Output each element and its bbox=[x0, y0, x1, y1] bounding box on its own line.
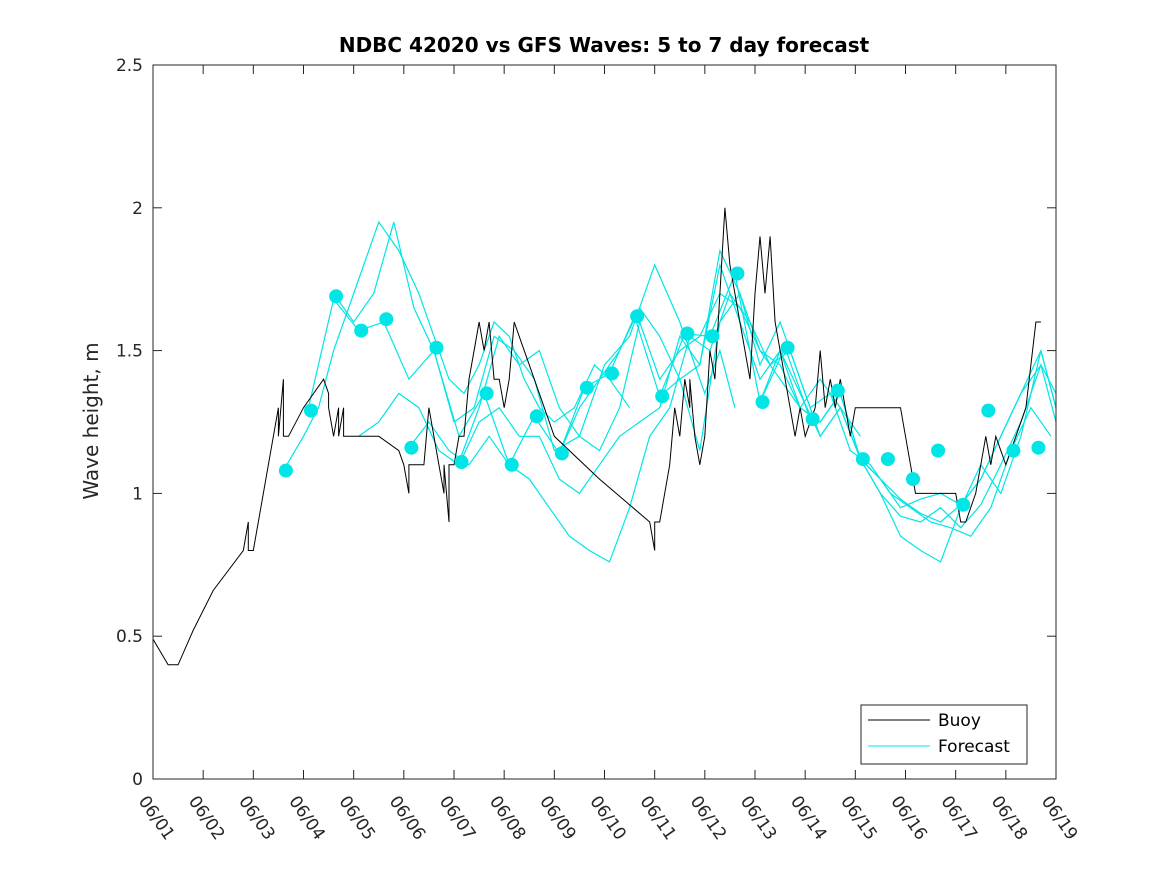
forecast-marker bbox=[680, 326, 695, 341]
legend-forecast-label: Forecast bbox=[938, 737, 1010, 757]
forecast-marker bbox=[529, 409, 544, 424]
y-tick-label: 2.5 bbox=[116, 56, 143, 76]
forecast-marker bbox=[404, 440, 419, 455]
y-tick-label: 1.5 bbox=[116, 342, 143, 362]
forecast-marker bbox=[1031, 440, 1046, 455]
buoy-line bbox=[153, 207, 1041, 666]
forecast-marker bbox=[354, 323, 369, 338]
forecast-marker bbox=[981, 403, 996, 418]
forecast-line-3 bbox=[333, 221, 736, 452]
y-axis: 0 0.5 1 1.5 2 2.5 bbox=[116, 56, 1056, 790]
forecast-marker bbox=[906, 472, 920, 487]
forecast-line-6 bbox=[458, 292, 1056, 529]
forecast-marker bbox=[278, 463, 293, 478]
forecast-marker bbox=[479, 386, 494, 401]
chart-title: NDBC 42020 vs GFS Waves: 5 to 7 day fore… bbox=[339, 33, 870, 57]
y-tick-label: 0 bbox=[132, 770, 143, 790]
y-axis-label: Wave height, m bbox=[79, 342, 103, 499]
legend: Buoy Forecast bbox=[860, 704, 1028, 765]
forecast-marker bbox=[805, 412, 820, 427]
buoy-series bbox=[153, 207, 1041, 666]
forecast-line-1 bbox=[282, 220, 631, 471]
forecast-marker bbox=[931, 443, 946, 458]
forecast-marker bbox=[579, 380, 594, 395]
forecast-marker bbox=[304, 403, 318, 418]
forecast-marker bbox=[329, 289, 344, 304]
forecast-marker bbox=[830, 383, 845, 398]
legend-buoy-label: Buoy bbox=[938, 711, 981, 731]
forecast-marker bbox=[755, 395, 770, 409]
forecast-marker bbox=[429, 340, 444, 355]
forecast-marker bbox=[780, 340, 795, 355]
y-tick-label: 0.5 bbox=[116, 627, 143, 647]
forecast-marker bbox=[554, 446, 569, 461]
forecast-marker bbox=[630, 309, 645, 324]
forecast-marker bbox=[880, 452, 895, 467]
forecast-line-4 bbox=[358, 248, 861, 495]
forecast-marker bbox=[855, 452, 870, 467]
forecast-marker bbox=[956, 497, 971, 512]
forecast-marker bbox=[504, 457, 519, 472]
forecast-marker bbox=[655, 389, 670, 404]
forecast-marker bbox=[730, 266, 745, 281]
forecast-markers bbox=[278, 266, 1046, 512]
forecast-marker bbox=[1006, 443, 1021, 458]
forecast-marker bbox=[605, 366, 619, 381]
legend-box bbox=[860, 704, 1028, 765]
y-tick-label: 1 bbox=[132, 484, 143, 504]
y-tick-label: 2 bbox=[132, 199, 143, 219]
forecast-marker bbox=[379, 312, 394, 327]
forecast-marker bbox=[454, 455, 469, 469]
forecast-marker bbox=[705, 329, 720, 344]
